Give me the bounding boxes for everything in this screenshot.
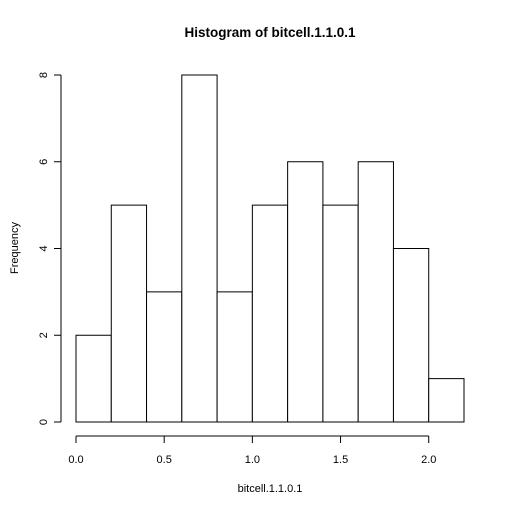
x-axis: 0.0 0.5 1.0 1.5 2.0 <box>68 435 436 466</box>
histogram-bar-7 <box>322 204 359 423</box>
chart-title: Histogram of bitcell.1.1.0.1 <box>184 25 356 40</box>
histogram-bar-4 <box>216 291 253 423</box>
y-tick-label: 4 <box>38 245 50 251</box>
y-tick-label: 6 <box>38 159 50 165</box>
histogram-bar-2 <box>146 291 183 423</box>
x-tick-label: 2.0 <box>421 454 436 466</box>
y-tick-label: 8 <box>38 72 50 78</box>
x-tick-label: 1.5 <box>333 454 348 466</box>
x-tick-label: 1.0 <box>245 454 260 466</box>
y-tick-label: 2 <box>38 332 50 338</box>
histogram-bar-5 <box>251 204 289 423</box>
x-tick-label: 0.0 <box>68 454 83 466</box>
y-axis-title: Frequency <box>9 222 21 274</box>
x-tick-label: 0.5 <box>157 454 172 466</box>
histogram-bar-10 <box>428 378 465 423</box>
histogram-bar-0 <box>75 334 112 423</box>
histogram-bar-3 <box>181 74 218 423</box>
histogram-bar-8 <box>357 161 394 423</box>
x-axis-title: bitcell.1.1.0.1 <box>238 483 303 495</box>
histogram-bar-9 <box>392 248 430 423</box>
histogram-bar-1 <box>110 204 148 423</box>
y-axis: 0 2 4 6 8 <box>38 72 62 425</box>
y-tick-label: 0 <box>38 419 50 425</box>
histogram-bar-6 <box>287 161 324 423</box>
histogram-bars <box>75 74 465 423</box>
